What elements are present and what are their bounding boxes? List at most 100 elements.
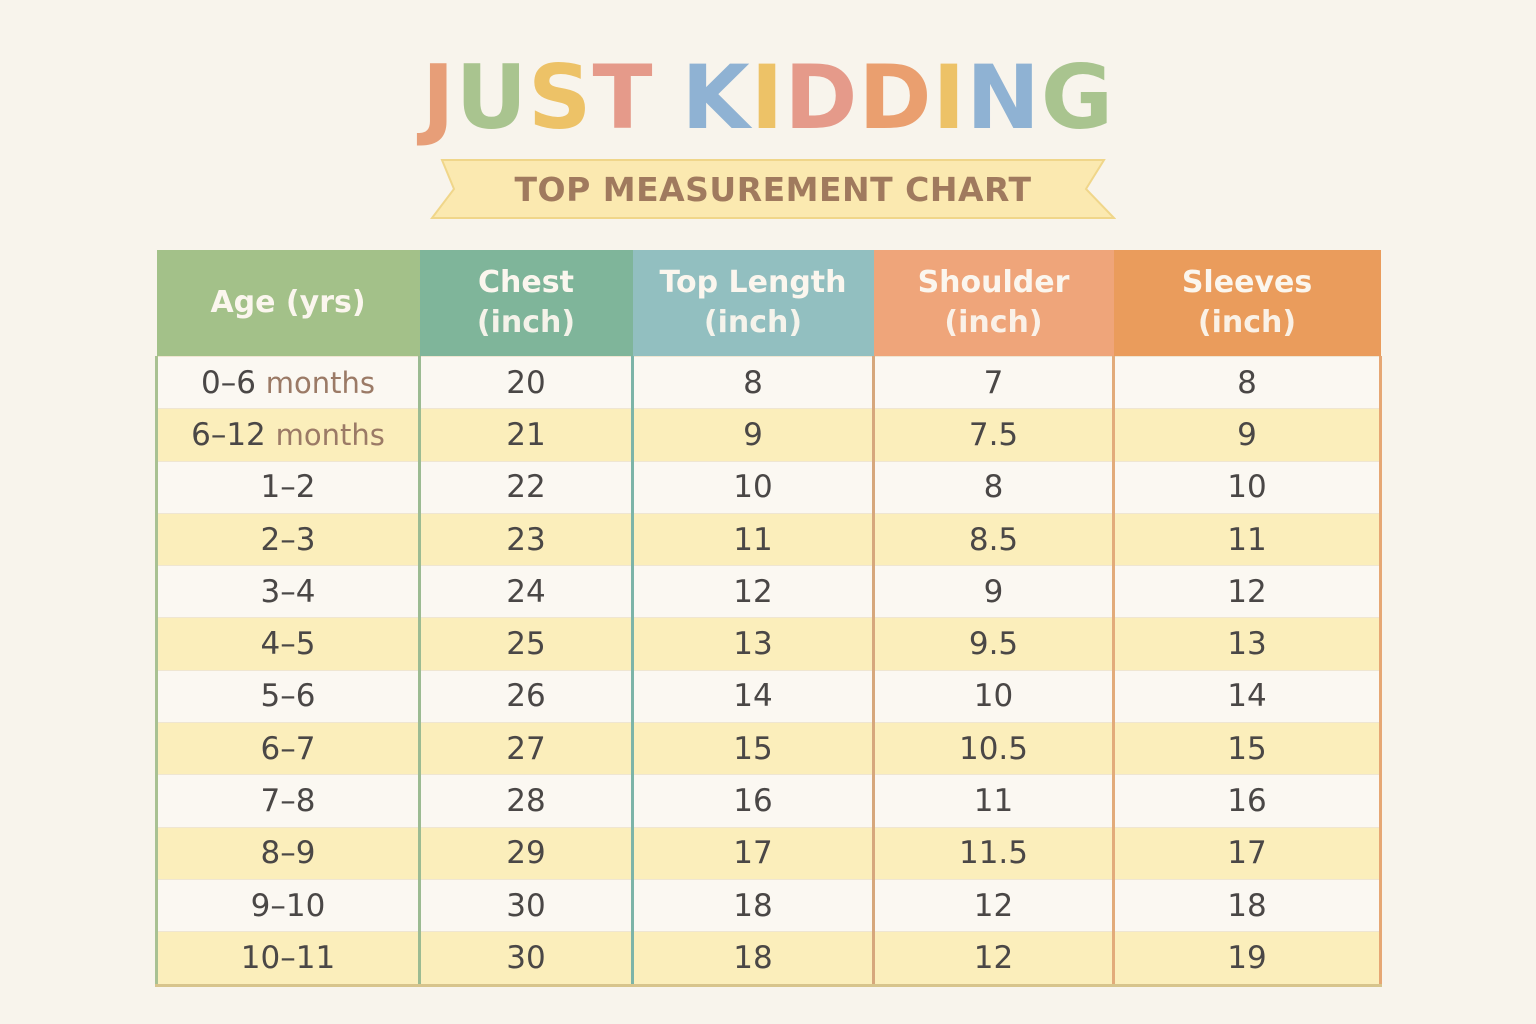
sleeves-cell: 19 [1113,931,1382,987]
age-cell: 0–6 months [155,355,421,409]
sleeves-cell: 18 [1113,878,1382,932]
chest-cell: 24 [419,565,634,618]
top-length-cell: 13 [632,617,875,671]
sleeves-cell: 11 [1113,512,1382,566]
shoulder-cell: 9 [873,565,1115,618]
subtitle-ribbon: TOP MEASUREMENT CHART [430,158,1116,220]
table-row: 0–6 months 20 8 7 8 [155,355,1382,409]
table-row: 2–3 23 11 8.5 11 [155,512,1382,566]
table-row: 8–9 29 17 11.5 17 [155,826,1382,880]
brand-letter: S [528,46,593,149]
header-chest-unit: (inch) [476,305,576,340]
table-row: 3–4 24 12 9 12 [155,565,1382,618]
age-range: 9–10 [250,887,326,924]
sleeves-cell: 14 [1113,669,1382,723]
brand-letter: J [421,46,456,149]
header-top-length-unit: (inch) [703,305,803,340]
header-chest-label: Chest [478,265,574,300]
shoulder-cell: 12 [873,931,1115,987]
top-length-cell: 14 [632,669,875,723]
shoulder-cell: 10 [873,669,1115,723]
age-range: 7–8 [260,783,316,820]
chest-cell: 23 [419,512,634,566]
shoulder-cell: 9.5 [873,617,1115,671]
top-length-cell: 15 [632,722,875,775]
age-cell: 7–8 [155,774,421,828]
sleeves-cell: 13 [1113,617,1382,671]
header-chest: Chest (inch) [419,250,633,357]
header-shoulder: Shoulder (inch) [873,250,1114,357]
table-row: 4–5 25 13 9.5 13 [155,617,1382,671]
sleeves-cell: 16 [1113,774,1382,828]
header-sleeves: Sleeves (inch) [1113,250,1381,357]
sleeves-cell: 12 [1113,565,1382,618]
table-row: 9–10 30 18 12 18 [155,878,1382,932]
age-cell: 3–4 [155,565,421,618]
shoulder-cell: 8.5 [873,512,1115,566]
age-range: 10–11 [240,939,336,976]
header-sleeves-unit: (inch) [1197,305,1297,340]
top-length-cell: 8 [632,355,875,409]
sleeves-cell: 15 [1113,722,1382,775]
table-row: 6–12 months 21 9 7.5 9 [155,408,1382,462]
brand-letter: I [750,46,785,149]
chest-cell: 27 [419,722,634,775]
table-row: 1–2 22 10 8 10 [155,460,1382,514]
chest-cell: 30 [419,878,634,932]
shoulder-cell: 7.5 [873,408,1115,462]
age-cell: 10–11 [155,931,421,987]
table-row: 6–7 27 15 10.5 15 [155,722,1382,775]
age-unit: months [265,365,376,400]
chest-cell: 25 [419,617,634,671]
table-body: 0–6 months 20 8 7 8 6–12 months 21 9 7.5 9 1–2 22 10… [155,355,1382,987]
header-top-length-label: Top Length [659,265,847,300]
header-age-label: Age (yrs) [210,285,366,320]
chart-subtitle: TOP MEASUREMENT CHART [514,169,1032,209]
measurement-table: Age (yrs) Chest (inch) Top Length (inch) S… [155,250,1382,987]
header-sleeves-label: Sleeves [1181,265,1313,300]
chest-cell: 22 [419,460,634,514]
shoulder-cell: 11.5 [873,826,1115,880]
top-length-cell: 12 [632,565,875,618]
age-range: 4–5 [260,626,316,663]
top-length-cell: 10 [632,460,875,514]
shoulder-cell: 7 [873,355,1115,409]
age-unit: months [275,417,385,452]
age-range: 5–6 [260,678,316,715]
chest-cell: 29 [419,826,634,880]
header-age: Age (yrs) [156,250,420,357]
brand-letter: N [966,46,1041,149]
table-row: 5–6 26 14 10 14 [155,669,1382,723]
brand-letter: U [455,46,529,149]
top-length-cell: 18 [632,931,875,987]
brand-title: JUST KIDDING [0,48,1536,148]
sleeves-cell: 8 [1113,355,1382,409]
age-range: 0–6 [200,364,256,401]
chest-cell: 20 [419,355,634,409]
age-cell: 5–6 [155,669,421,723]
top-length-cell: 16 [632,774,875,828]
age-range: 8–9 [260,835,316,872]
age-range: 2–3 [260,521,316,558]
header-top-length: Top Length (inch) [632,250,874,357]
age-cell: 1–2 [155,460,421,514]
age-cell: 9–10 [155,878,421,932]
top-length-cell: 17 [632,826,875,880]
shoulder-cell: 11 [873,774,1115,828]
sleeves-cell: 17 [1113,826,1382,880]
age-cell: 4–5 [155,617,421,671]
top-length-cell: 9 [632,408,875,462]
shoulder-cell: 8 [873,460,1115,514]
top-length-cell: 18 [632,878,875,932]
age-cell: 2–3 [155,512,421,566]
sleeves-cell: 9 [1113,408,1382,462]
chest-cell: 30 [419,931,634,987]
age-cell: 6–12 months [155,408,421,462]
age-cell: 6–7 [155,722,421,775]
shoulder-cell: 12 [873,878,1115,932]
table-row: 10–11 30 18 12 19 [155,931,1382,987]
header-shoulder-label: Shoulder [917,265,1070,300]
age-range: 6–7 [260,730,316,767]
brand-letter: K [681,46,751,149]
top-length-cell: 11 [632,512,875,566]
